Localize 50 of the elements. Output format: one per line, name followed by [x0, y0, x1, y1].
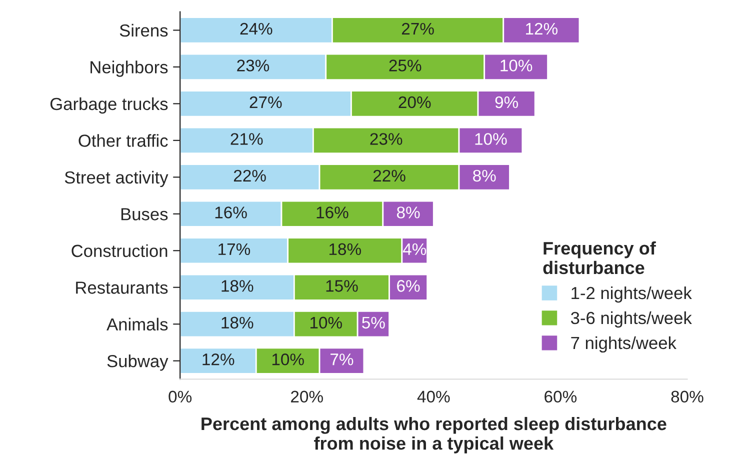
data-label: 10%: [272, 354, 304, 366]
data-label: 18%: [329, 243, 361, 256]
data-label: 8%: [396, 206, 420, 218]
y-tick-label: Subway: [107, 354, 168, 371]
data-label: 7%: [330, 354, 354, 366]
legend-label: 3-6 nights/week: [570, 311, 692, 328]
data-label: 27%: [250, 96, 282, 108]
y-tick-label: Street activity: [64, 170, 168, 188]
data-label: 15%: [326, 280, 358, 292]
data-label: 12%: [202, 354, 234, 366]
x-tick-label: 40%: [417, 390, 450, 403]
x-tick-label: 0%: [168, 390, 192, 403]
data-label: 12%: [526, 22, 558, 35]
data-label: 4%: [402, 243, 426, 256]
y-tick-label: Buses: [121, 208, 168, 220]
data-label: 25%: [389, 60, 422, 72]
y-tick-label: Garbage trucks: [50, 97, 168, 114]
x-tick-label: 80%: [671, 390, 704, 403]
y-tick-label: Construction: [72, 244, 168, 258]
y-tick-label: Neighbors: [90, 60, 168, 77]
y-tick-label: Other traffic: [78, 134, 168, 147]
data-label: 18%: [222, 280, 254, 292]
data-label: 24%: [240, 22, 272, 35]
data-label: 16%: [215, 206, 247, 218]
data-label: 22%: [234, 170, 266, 182]
data-label: 22%: [373, 170, 406, 182]
data-label: 18%: [222, 316, 254, 329]
data-label: 16%: [316, 206, 348, 218]
data-label: 8%: [473, 170, 496, 182]
data-label: 21%: [230, 133, 263, 145]
legend-label: 7 nights/week: [571, 336, 676, 353]
data-label: 17%: [218, 243, 250, 256]
data-label: 20%: [398, 96, 431, 108]
data-label: 6%: [397, 280, 420, 292]
legend-title: Frequency of disturbance: [543, 241, 656, 274]
data-label: 10%: [475, 133, 507, 145]
y-tick-label: Sirens: [120, 24, 168, 37]
data-label: 5%: [362, 316, 385, 329]
data-label: 23%: [237, 60, 270, 72]
legend-label: 1-2 nights/week: [572, 286, 692, 303]
x-tick-label: 60%: [544, 390, 577, 403]
y-tick-label: Restaurants: [76, 282, 168, 294]
data-label: 27%: [402, 22, 434, 35]
data-label: 10%: [310, 316, 342, 329]
data-label: 23%: [370, 133, 402, 145]
x-tick-label: 20%: [291, 390, 323, 403]
data-label: 10%: [500, 60, 532, 72]
y-tick-label: Animals: [106, 318, 168, 331]
x-axis-title: Percent among adults who reported sleep disturbance from noise in a typical week: [202, 416, 666, 454]
data-label: 9%: [495, 96, 518, 108]
